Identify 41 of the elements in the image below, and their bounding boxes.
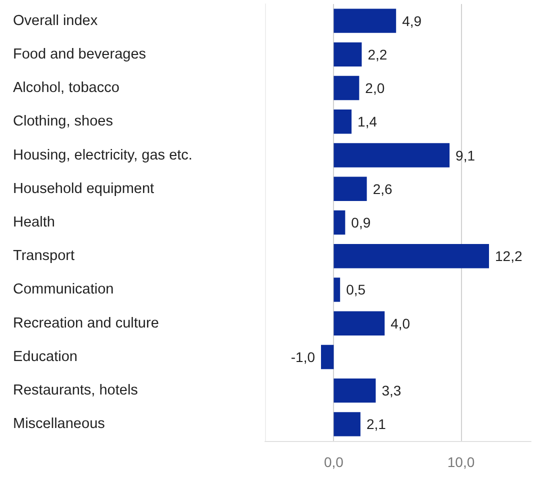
x-tick-label: 10,0 <box>447 454 475 470</box>
bar <box>334 311 385 336</box>
y-tick-label: Alcohol, tobacco <box>13 80 120 96</box>
bar <box>334 110 352 134</box>
bar <box>334 176 367 201</box>
y-tick-label: Food and beverages <box>13 46 146 62</box>
bar <box>334 143 450 168</box>
data-label: -1,0 <box>290 348 316 365</box>
data-label: 4,9 <box>402 12 422 29</box>
bar <box>334 210 346 235</box>
data-label: 2,1 <box>366 416 386 432</box>
data-label: 2,2 <box>368 46 388 62</box>
bar <box>334 42 362 67</box>
data-label: 4,0 <box>390 315 410 332</box>
y-tick-label: Education <box>13 348 78 365</box>
data-label: 12,2 <box>495 248 522 264</box>
bar <box>334 278 340 302</box>
data-label: 9,1 <box>456 147 476 164</box>
data-label: 3,3 <box>382 382 402 399</box>
y-tick-label: Household equipment <box>13 180 154 197</box>
y-tick-label: Recreation and culture <box>13 315 159 332</box>
x-tick-label: 0,0 <box>324 454 344 470</box>
data-label: 2,6 <box>372 180 392 197</box>
y-tick-label: Communication <box>13 282 114 298</box>
bar <box>334 8 396 33</box>
y-tick-label: Miscellaneous <box>13 416 105 432</box>
data-label: 2,0 <box>365 80 385 96</box>
bar <box>334 378 376 403</box>
data-label: 0,5 <box>346 282 366 298</box>
y-tick-label: Overall index <box>13 12 98 29</box>
y-tick-label: Restaurants, hotels <box>13 382 138 399</box>
y-tick-label: Health <box>13 214 55 230</box>
bar <box>321 344 334 370</box>
bar <box>334 412 360 436</box>
y-tick-label: Clothing, shoes <box>13 114 113 130</box>
y-tick-label: Housing, electricity, gas etc. <box>13 147 192 164</box>
data-label: 0,9 <box>351 214 371 230</box>
y-tick-label: Transport <box>13 248 75 264</box>
data-label: 1,4 <box>358 114 378 130</box>
bar <box>334 244 489 268</box>
bar <box>334 76 360 100</box>
